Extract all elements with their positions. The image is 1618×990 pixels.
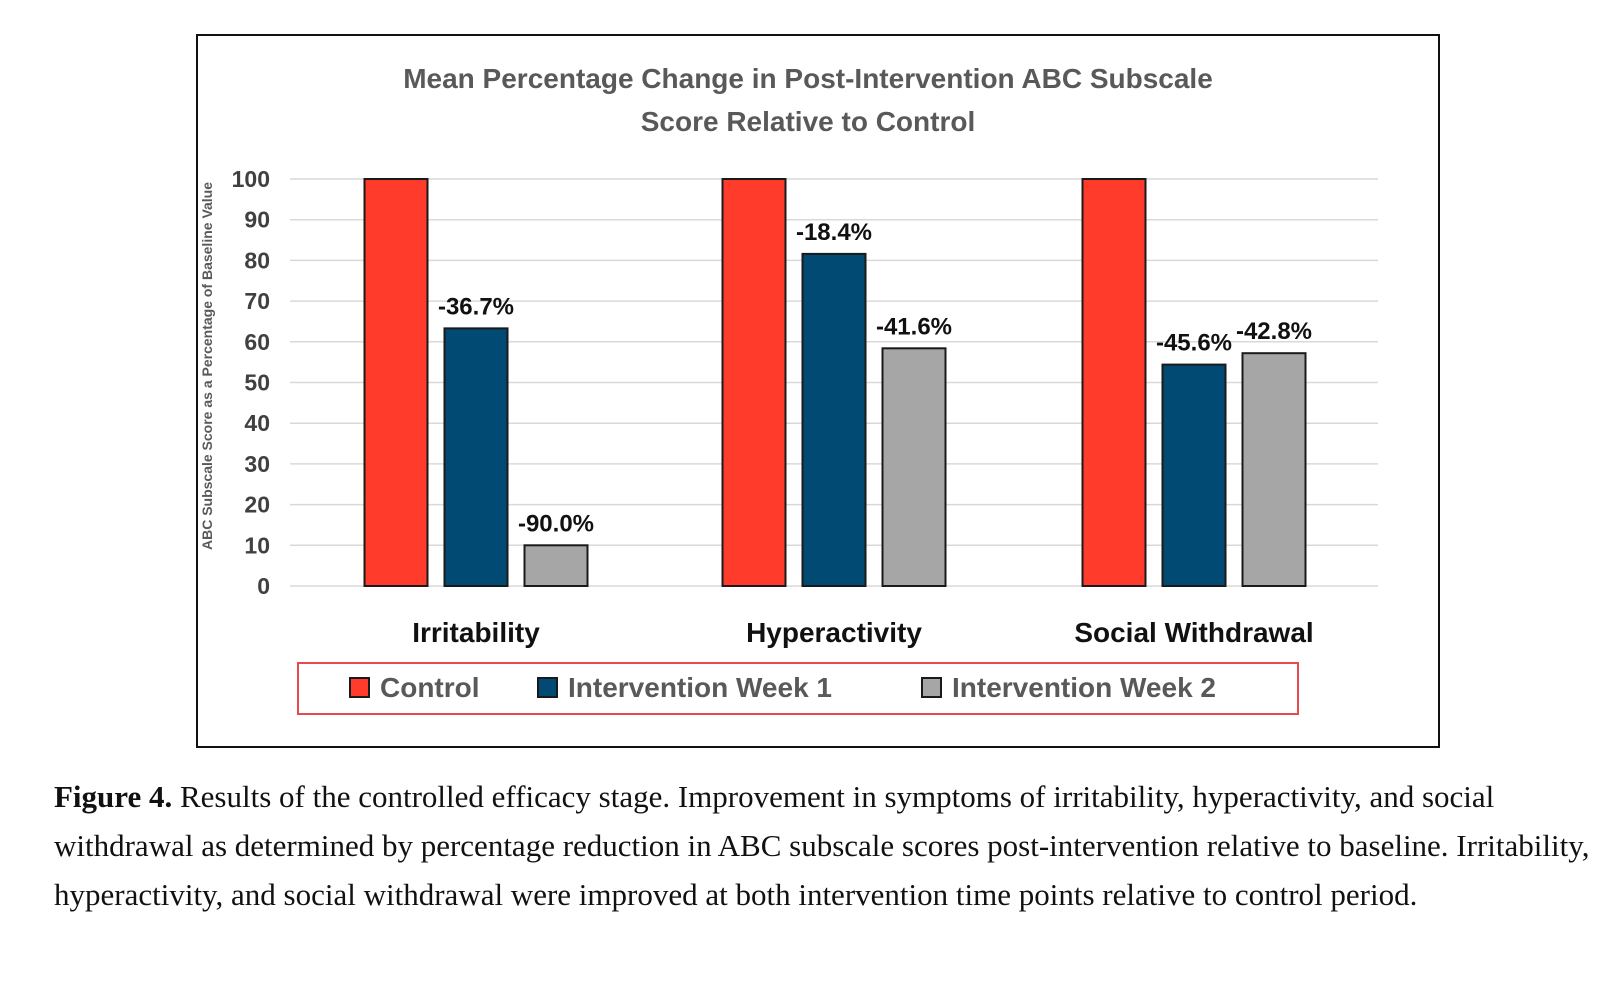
- caption-text: Results of the controlled efficacy stage…: [54, 779, 1590, 912]
- bar-intervention-week-2: [523, 544, 589, 587]
- y-tick-label: 40: [244, 410, 270, 436]
- bar-intervention-week-1: [801, 252, 867, 587]
- data-label: -41.6%: [876, 313, 952, 340]
- x-tick-label: Social Withdrawal: [1074, 617, 1313, 648]
- y-tick-label: 20: [244, 492, 270, 518]
- bar-intervention-week-1: [443, 327, 509, 587]
- bar-control: [363, 178, 429, 587]
- chart-title-line: Mean Percentage Change in Post-Intervent…: [403, 63, 1213, 94]
- data-label: -18.4%: [796, 219, 872, 246]
- data-label: -45.6%: [1156, 330, 1232, 357]
- data-label: -36.7%: [438, 293, 514, 320]
- y-tick-label: 0: [257, 573, 270, 599]
- chart-title-line: Score Relative to Control: [641, 106, 976, 137]
- y-tick-label: 60: [244, 329, 270, 355]
- bar-control: [721, 178, 787, 587]
- bar-intervention-week-2: [881, 347, 947, 588]
- y-tick-label: 100: [232, 166, 270, 192]
- legend-label: Control: [380, 672, 480, 703]
- legend-box: [297, 662, 1299, 715]
- data-label: -90.0%: [518, 510, 594, 537]
- legend-swatch: [349, 677, 370, 698]
- data-label: -42.8%: [1236, 318, 1312, 345]
- y-axis-label: ABC Subscale Score as a Percentage of Ba…: [199, 182, 215, 550]
- x-tick-label: Hyperactivity: [746, 617, 922, 648]
- y-tick-label: 10: [244, 532, 270, 558]
- legend-swatch: [921, 677, 942, 698]
- caption-label: Figure 4.: [54, 779, 173, 814]
- x-tick-label: Irritability: [412, 617, 540, 648]
- bar-control: [1081, 178, 1147, 587]
- y-tick-label: 70: [244, 288, 270, 314]
- y-tick-label: 80: [244, 247, 270, 273]
- bar-intervention-week-2: [1241, 352, 1307, 588]
- y-tick-label: 50: [244, 370, 270, 396]
- y-tick-label: 90: [244, 207, 270, 233]
- bar-chart: Mean Percentage Change in Post-Intervent…: [199, 63, 1378, 715]
- legend-swatch: [537, 677, 558, 698]
- chart-frame: Mean Percentage Change in Post-Intervent…: [196, 34, 1440, 748]
- figure-caption: Figure 4. Results of the controlled effi…: [54, 772, 1594, 919]
- bar-intervention-week-1: [1161, 363, 1227, 588]
- legend-label: Intervention Week 2: [952, 672, 1216, 703]
- y-tick-label: 30: [244, 451, 270, 477]
- legend-label: Intervention Week 1: [568, 672, 832, 703]
